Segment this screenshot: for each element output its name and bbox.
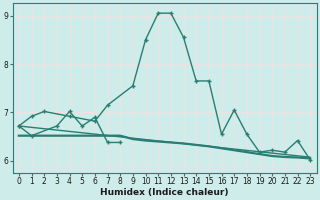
X-axis label: Humidex (Indice chaleur): Humidex (Indice chaleur) (100, 188, 229, 197)
